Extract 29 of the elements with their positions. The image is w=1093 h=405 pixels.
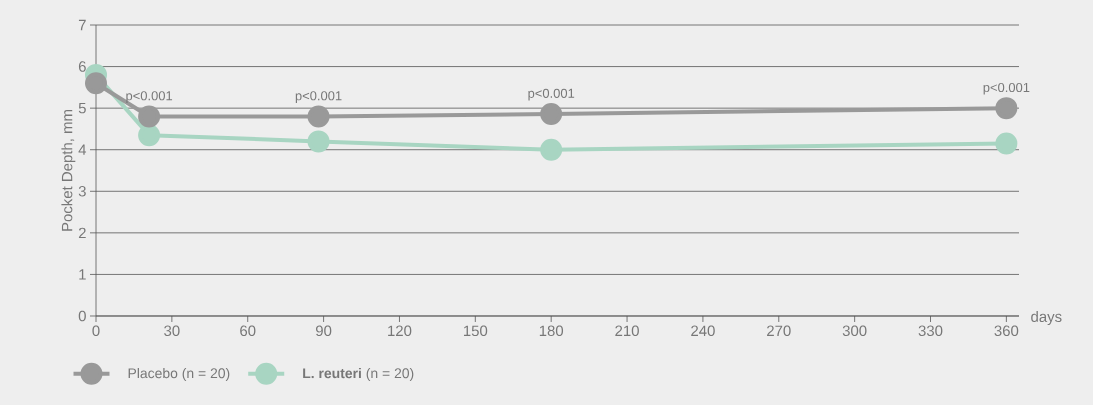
legend-label: Placebo (n = 20) — [128, 367, 230, 381]
legend-label: L. reuteri (n = 20) — [303, 367, 414, 381]
x-tick-label: 210 — [615, 325, 639, 337]
x-tick-label: 120 — [388, 325, 412, 337]
y-tick-label: 7 — [78, 19, 86, 31]
y-axis-title: Pocket Depth, mm — [61, 110, 76, 231]
x-tick-label: 0 — [92, 325, 100, 337]
annotation: p<0.001 — [528, 88, 575, 101]
x-tick-label: 150 — [463, 325, 488, 337]
y-tick-label: 0 — [78, 310, 86, 322]
y-tick-label: 3 — [78, 185, 86, 197]
annotation: p<0.001 — [983, 82, 1030, 95]
x-tick-label: 240 — [691, 325, 715, 337]
y-tick-label: 4 — [78, 144, 87, 155]
y-tick-label: 1 — [79, 269, 86, 280]
x-tick-label: 270 — [767, 325, 791, 337]
annotation: p<0.001 — [295, 91, 342, 103]
y-tick-label: 6 — [78, 61, 86, 72]
x-tick-label: 360 — [994, 325, 1019, 337]
x-tick-label: 90 — [315, 325, 332, 337]
x-tick-label: 330 — [918, 325, 943, 337]
x-tick-label: 180 — [539, 325, 564, 337]
y-tick-label: 5 — [78, 102, 86, 114]
y-tick-label: 2 — [78, 227, 86, 239]
x-axis-title: days — [1031, 311, 1062, 325]
x-tick-label: 60 — [240, 325, 256, 337]
x-tick-label: 30 — [164, 325, 180, 337]
annotation: p<0.001 — [126, 91, 173, 103]
x-tick-label: 300 — [842, 325, 867, 337]
